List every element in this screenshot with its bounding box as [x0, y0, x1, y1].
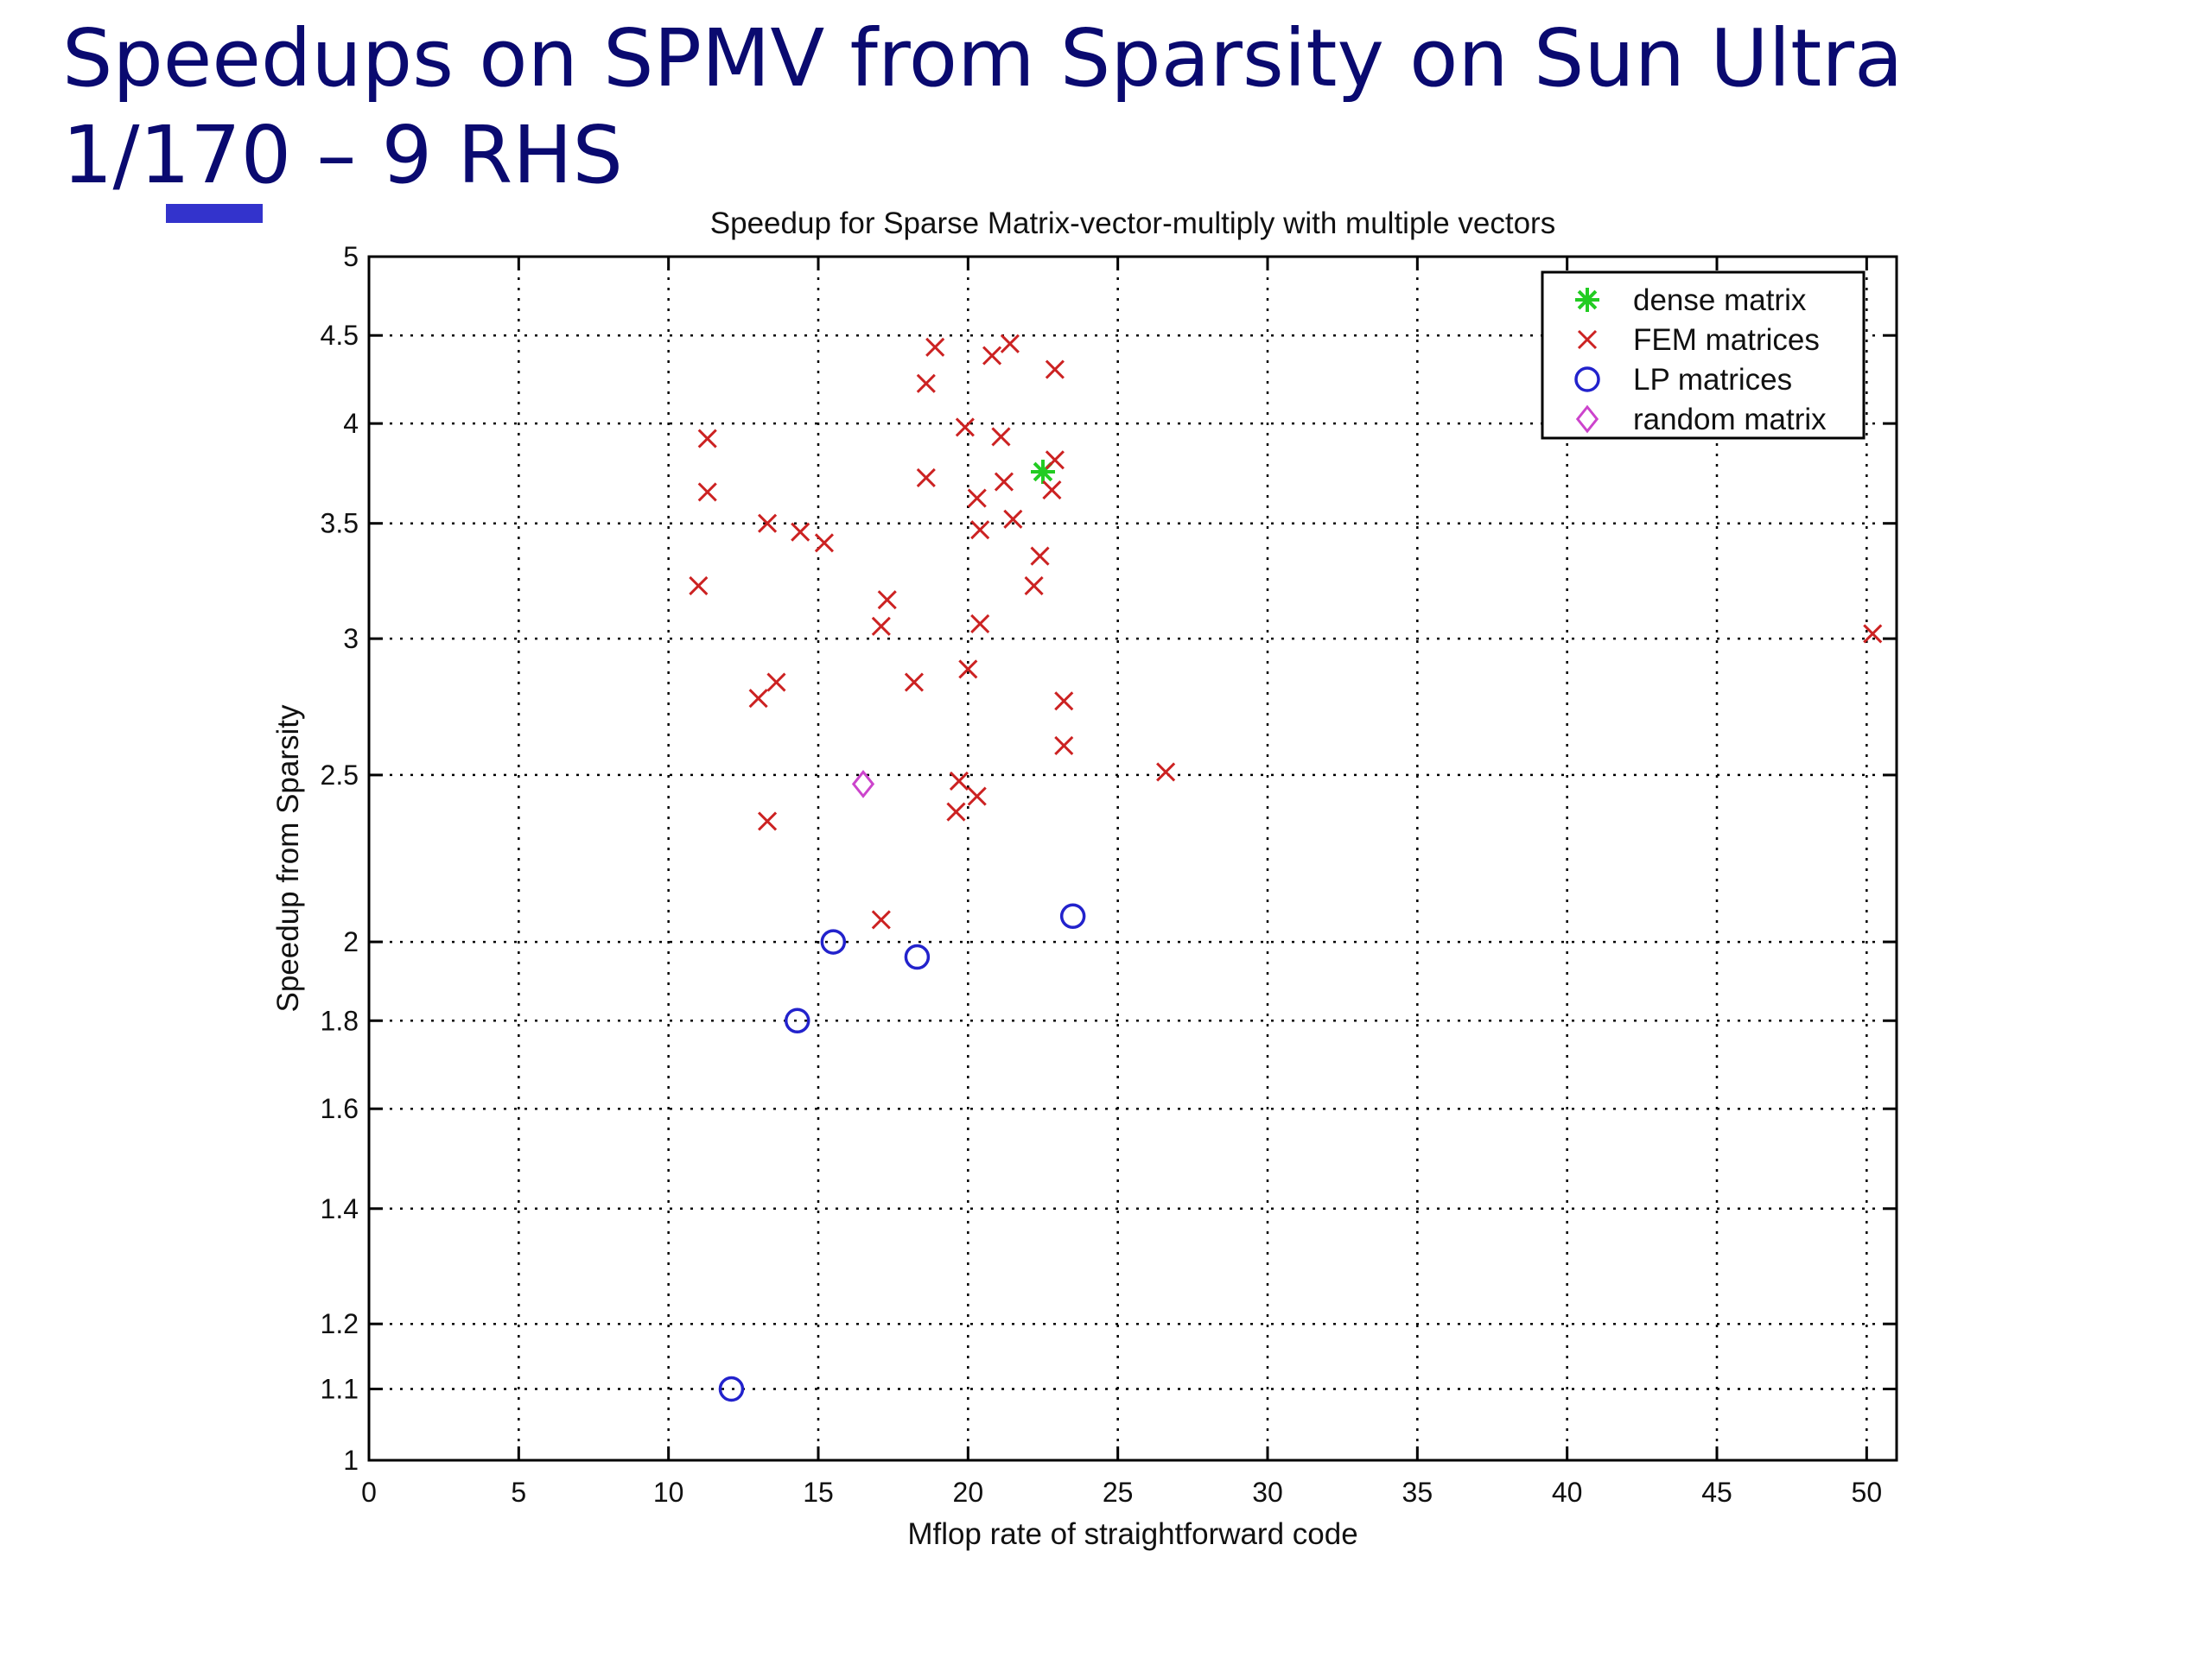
y-tick-label: 4.5 — [321, 320, 359, 351]
data-markers — [689, 334, 1883, 1402]
legend-marker-dense-matrix — [1575, 288, 1599, 312]
dense-matrix-point — [1031, 459, 1055, 484]
x-tick-label: 10 — [653, 1477, 684, 1508]
fem-matrices-point — [814, 533, 834, 553]
fem-matrices-point — [946, 802, 966, 822]
x-tick-label: 0 — [361, 1477, 377, 1508]
x-tick-label: 30 — [1252, 1477, 1283, 1508]
chart-legend: dense matrix FEM matrices LP matrices rando… — [1541, 270, 1866, 440]
lp-matrices-point — [718, 1376, 745, 1402]
x-tick-label: 45 — [1701, 1477, 1732, 1508]
x-tick-label: 40 — [1552, 1477, 1583, 1508]
fem-matrices-point — [991, 427, 1011, 447]
fem-matrices-point — [689, 575, 709, 595]
fem-matrices-point — [994, 472, 1014, 492]
fem-matrices-point — [1156, 762, 1176, 782]
axis-ticks: 0 5 10 15 20 25 30 35 40 45 5011.11.21.41.61.822.5… — [321, 241, 1897, 1508]
fem-matrices-point — [1045, 450, 1065, 470]
fem-matrices-point — [697, 482, 717, 502]
x-tick-label: 5 — [511, 1477, 526, 1508]
fem-matrices-point — [955, 417, 975, 437]
legend-label-dense-matrix: dense matrix — [1633, 283, 1807, 317]
fem-matrices-point — [1863, 624, 1883, 644]
y-tick-label: 1.2 — [321, 1308, 359, 1339]
fem-matrices-point — [748, 689, 768, 709]
x-tick-label: 50 — [1852, 1477, 1883, 1508]
lp-matrices-point — [784, 1007, 810, 1034]
plot-frame — [367, 255, 1898, 1462]
chart-title: Speedup for Sparse Matrix-vector-multipl… — [710, 207, 1555, 240]
fem-matrices-point — [1054, 735, 1074, 756]
y-tick-label: 4 — [343, 408, 359, 439]
legend-marker-fem-matrices — [1577, 329, 1598, 350]
fem-matrices-point — [1000, 334, 1020, 353]
fem-matrices-point — [871, 910, 891, 930]
fem-matrices-point — [916, 467, 936, 488]
fem-matrices-point — [1054, 691, 1074, 711]
legend-label-random-matrix: random matrix — [1633, 403, 1827, 436]
fem-matrices-point — [1030, 546, 1050, 566]
y-tick-label: 1 — [343, 1445, 359, 1476]
y-tick-label: 1.8 — [321, 1005, 359, 1036]
fem-matrices-point — [1003, 509, 1023, 529]
y-tick-label: 2.5 — [321, 760, 359, 791]
fem-matrices-point — [758, 513, 778, 533]
y-tick-label: 1.4 — [321, 1193, 359, 1224]
fem-matrices-point — [697, 429, 717, 448]
y-tick-label: 3.5 — [321, 508, 359, 539]
legend-label-fem-matrices: FEM matrices — [1633, 323, 1820, 357]
random-matrix-point — [851, 769, 875, 798]
fem-matrices-point — [1045, 359, 1065, 379]
fem-matrices-point — [982, 346, 1002, 365]
lp-matrices-point — [904, 944, 931, 970]
fem-matrices-point — [970, 520, 990, 540]
fem-matrices-point — [1024, 575, 1044, 595]
title-accent-bar — [166, 204, 263, 223]
x-tick-label: 20 — [953, 1477, 984, 1508]
fem-matrices-point — [766, 672, 786, 692]
y-tick-label: 2 — [343, 926, 359, 957]
legend-marker-lp-matrices — [1574, 366, 1600, 392]
fem-matrices-point — [958, 659, 978, 679]
fem-matrices-point — [925, 337, 945, 357]
y-tick-label: 3 — [343, 623, 359, 654]
y-axis-label: Speedup from Sparsity — [271, 704, 305, 1013]
grid-lines — [369, 257, 1897, 1460]
fem-matrices-point — [916, 373, 936, 393]
x-tick-label: 25 — [1103, 1477, 1134, 1508]
y-tick-label: 1.6 — [321, 1093, 359, 1124]
fem-matrices-point — [791, 522, 810, 542]
x-tick-label: 15 — [803, 1477, 834, 1508]
lp-matrices-point — [1059, 903, 1086, 930]
legend-label-lp-matrices: LP matrices — [1633, 363, 1792, 397]
x-tick-label: 35 — [1402, 1477, 1433, 1508]
legend-marker-random-matrix — [1575, 404, 1599, 434]
y-tick-label: 5 — [343, 241, 359, 272]
fem-matrices-point — [1042, 480, 1062, 500]
fem-matrices-point — [871, 616, 891, 636]
fem-matrices-point — [967, 488, 987, 508]
fem-matrices-point — [949, 771, 969, 791]
fem-matrices-point — [904, 672, 924, 692]
fem-matrices-point — [967, 786, 987, 806]
lp-matrices-point — [820, 929, 847, 955]
fem-matrices-point — [877, 590, 897, 610]
y-tick-label: 1.1 — [321, 1374, 359, 1405]
slide-title: Speedups on SPMV from Sparsity on Sun Ul… — [62, 12, 1904, 201]
fem-matrices-point — [970, 613, 990, 634]
fem-matrices-point — [758, 811, 778, 831]
x-axis-label: Mflop rate of straightforward code — [907, 1517, 1357, 1551]
